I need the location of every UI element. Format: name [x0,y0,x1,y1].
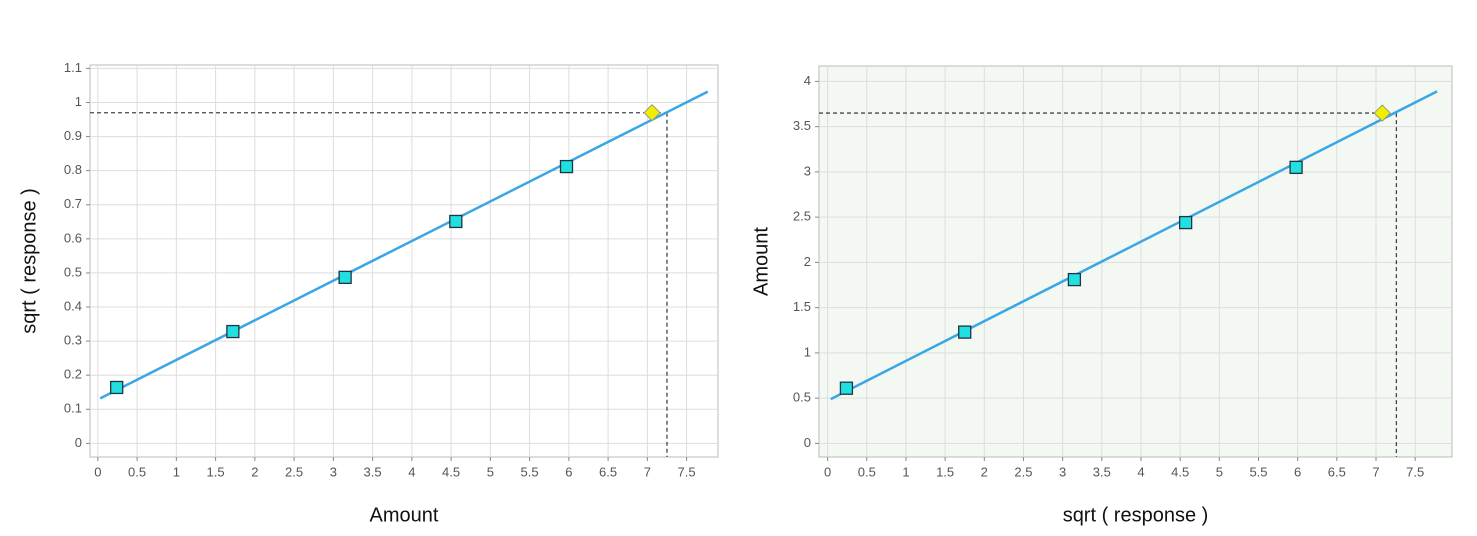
y-tick-label: 2.5 [793,209,811,224]
x-tick-label: 4.5 [442,464,460,479]
x-tick-label: 3 [1059,464,1066,479]
y-tick-label: 0.3 [64,333,82,348]
x-tick-label: 6.5 [599,464,617,479]
x-tick-label: 1.5 [936,464,954,479]
data-point [449,214,463,229]
x-tick-label: 5.5 [1249,464,1267,479]
x-axis-label: sqrt ( response ) [1063,504,1209,526]
y-tick-label: 0.7 [64,196,82,211]
y-tick-label: 0.9 [64,128,82,143]
y-tick-label: 0 [75,435,82,450]
data-point [559,159,574,174]
data-point [839,381,854,395]
y-axis-label: Amount [750,227,772,296]
y-tick-label: 0.5 [64,264,82,279]
x-tick-label: 7 [644,464,651,479]
y-tick-label: 1.1 [64,60,82,75]
x-tick-label: 4 [408,464,415,479]
y-tick-label: 0.5 [793,390,811,405]
x-tick-label: 4 [1137,464,1144,479]
x-tick-label: 0.5 [858,464,876,479]
x-tick-label: 3.5 [1093,464,1111,479]
y-tick-label: 2 [804,254,811,269]
fit-line [830,90,1438,401]
y-tick-label: 1.5 [793,299,811,314]
highlight-point [1373,104,1391,122]
x-tick-label: 1.5 [207,464,225,479]
y-tick-label: 4 [804,73,811,88]
y-axis-label: sqrt ( response ) [18,188,40,334]
y-tick-label: 0.6 [64,230,82,245]
plot-area [818,65,1453,458]
x-tick-label: 1 [902,464,909,479]
x-tick-label: 5 [487,464,494,479]
y-tick-label: 0.8 [64,162,82,177]
y-tick-label: 1 [75,94,82,109]
x-tick-label: 5 [1216,464,1223,479]
data-point [958,325,972,339]
x-tick-label: 5.5 [521,464,539,479]
y-tick-label: 3 [804,163,811,178]
y-tick-label: 1 [804,344,811,359]
x-tick-label: 2 [981,464,988,479]
x-tick-label: 3 [330,464,337,479]
x-axis-label: Amount [370,504,439,526]
data-point [226,324,240,339]
x-tick-label: 3.5 [364,464,382,479]
data-point [1067,272,1082,287]
x-tick-label: 2 [251,464,258,479]
x-tick-label: 2.5 [285,464,303,479]
x-tick-label: 4.5 [1171,464,1189,479]
highlight-point [643,104,661,122]
x-tick-label: 0.5 [128,464,146,479]
y-tick-label: 0.1 [64,401,82,416]
x-tick-label: 1 [173,464,180,479]
x-tick-label: 7.5 [678,464,696,479]
x-tick-label: 7 [1372,464,1379,479]
x-tick-label: 6.5 [1328,464,1346,479]
data-point [1289,160,1303,175]
x-tick-label: 0 [824,464,831,479]
data-point [1178,215,1193,230]
y-tick-label: 3.5 [793,118,811,133]
x-tick-label: 6 [1294,464,1301,479]
y-tick-label: 0 [804,435,811,450]
fit-line [99,90,709,400]
x-tick-label: 0 [94,464,101,479]
data-point [110,380,124,395]
y-tick-label: 0.4 [64,298,82,313]
x-tick-label: 6 [565,464,572,479]
y-tick-label: 0.2 [64,367,82,382]
plot-area [89,64,719,458]
x-tick-label: 7.5 [1406,464,1424,479]
data-point [338,270,352,285]
x-tick-label: 2.5 [1014,464,1032,479]
